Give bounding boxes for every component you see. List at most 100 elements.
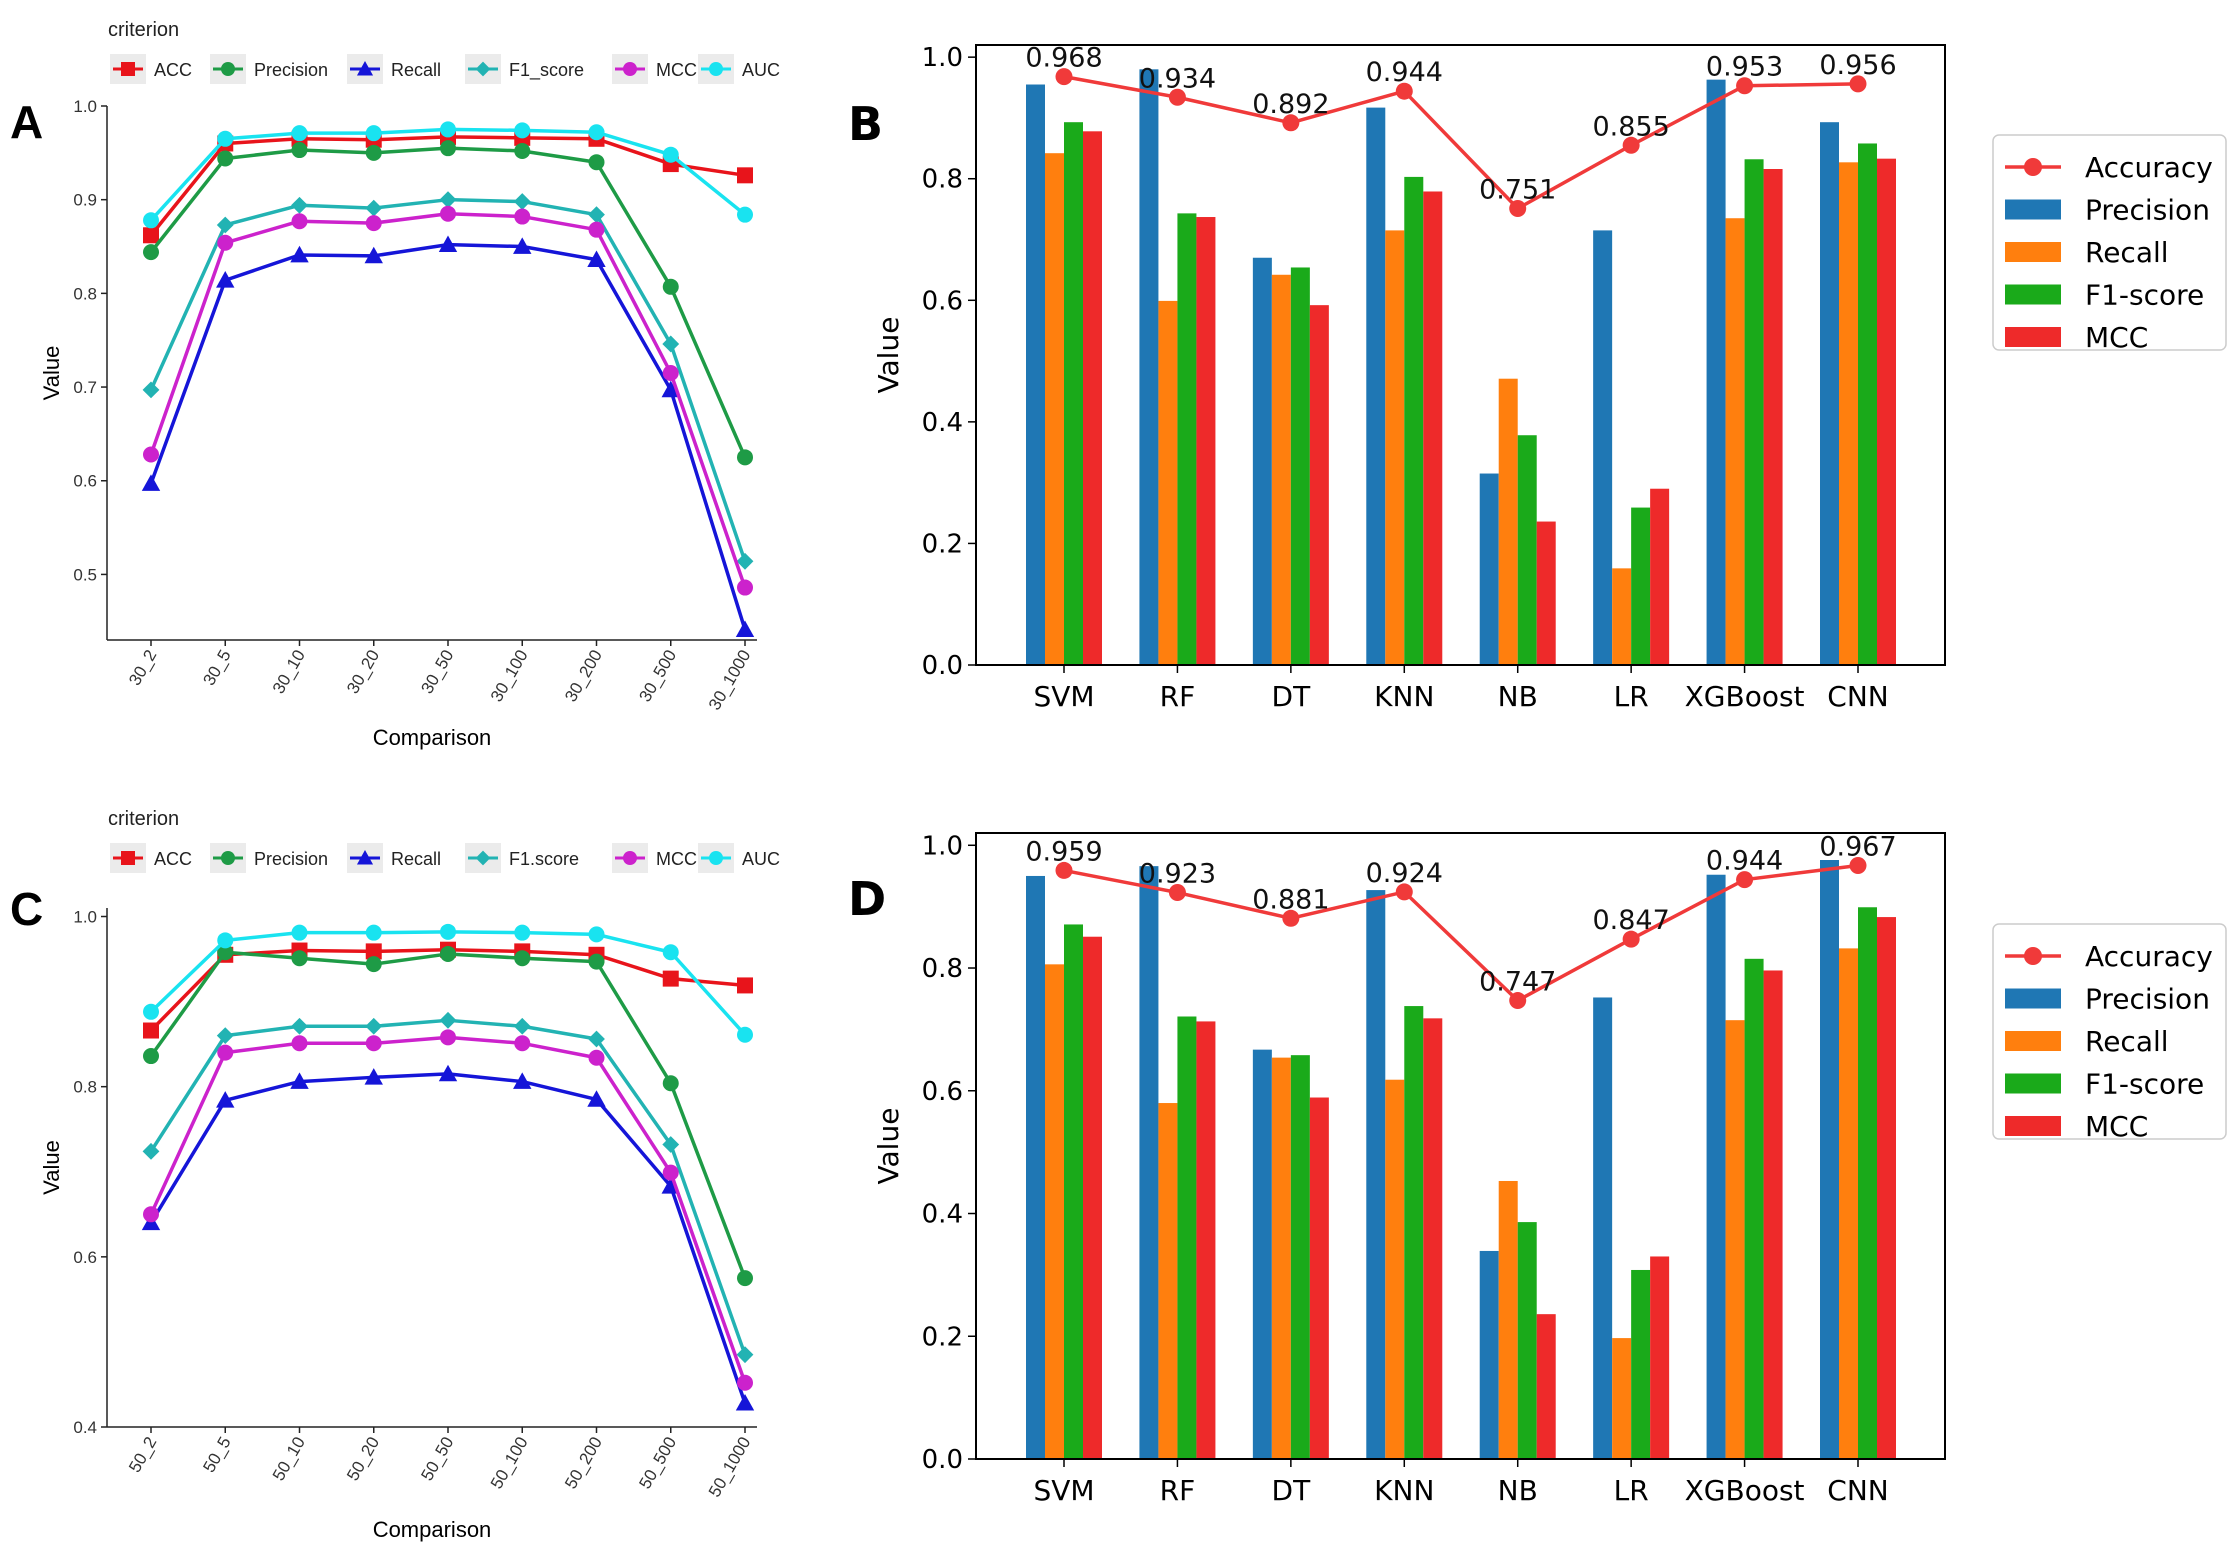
accuracy-line [1063, 74, 1859, 211]
panel-d: D 0.959 0.923 0.881 0.924 0.747 0.847 0.944 0.96… [848, 831, 2227, 1507]
bar-mcc-dt [1309, 1097, 1329, 1459]
accuracy-point-lr [1622, 930, 1640, 948]
bars-f1-score [1064, 122, 1877, 666]
bar-precision-knn [1366, 107, 1386, 665]
series-precision [143, 944, 753, 1287]
legend: ACC Precision Recall F1.score MCC AUC [110, 843, 780, 873]
point-recall-50-50 [438, 1064, 458, 1082]
accuracy-data-label: 0.934 [1139, 63, 1216, 94]
point-auc-50-1000 [737, 1026, 753, 1043]
y-tick-label: 0.5 [73, 565, 97, 584]
bar-f1-score-knn [1404, 176, 1424, 665]
bar-mcc-nb [1536, 1314, 1556, 1459]
series-line-mcc [149, 211, 747, 589]
bar-recall-knn [1385, 230, 1405, 665]
point-recall-50-10 [290, 1072, 309, 1089]
legend-marker-precision [221, 851, 235, 865]
point-precision-30-20 [365, 144, 382, 161]
y-tick-label: 0.8 [73, 1078, 97, 1097]
accuracy-data-label: 0.747 [1479, 967, 1556, 998]
bars-precision [1026, 860, 1839, 1459]
point-recall-50-200 [587, 1090, 606, 1107]
point-mcc-30-100 [514, 208, 531, 225]
series-f1-score [142, 1011, 754, 1364]
legend-item-acc: ACC [110, 843, 192, 873]
legend-key-patch [2005, 242, 2061, 262]
bar-precision-svm [1026, 84, 1045, 665]
accuracy-point-knn [1395, 82, 1413, 100]
y-tick-label: 1.0 [73, 908, 97, 927]
accuracy-point-dt [1282, 909, 1300, 927]
point-mcc-50-2 [143, 1206, 159, 1223]
legend-title: criterion [108, 19, 179, 41]
x-tick-label: 50_100 [487, 1434, 532, 1493]
y-tick-label: 0.9 [73, 191, 97, 210]
bar-precision-lr [1593, 230, 1613, 665]
legend-item-precision: Precision [2005, 194, 2210, 227]
legend-item-acc: ACC [110, 54, 192, 84]
legend-key-patch [2005, 988, 2061, 1009]
bar-mcc-rf [1196, 1021, 1216, 1459]
legend-title: criterion [108, 808, 179, 830]
legend-marker-mcc [623, 851, 637, 865]
bar-mcc-lr [1650, 1256, 1670, 1459]
point-precision-50-500 [662, 1075, 679, 1092]
x-tick-label: 50_1000 [705, 1434, 755, 1501]
x-tick-label: 30_500 [635, 647, 680, 706]
x-tick-label: SVM [1033, 1474, 1094, 1507]
point-f1-score-50-1000 [736, 1346, 754, 1364]
legend-key-patch [2005, 199, 2061, 220]
x-tick-label: 30_100 [487, 647, 532, 706]
legend-label-mcc: MCC [656, 849, 697, 869]
accuracy-data-label: 0.847 [1592, 905, 1669, 936]
plot-frame [975, 44, 1946, 666]
point-recall-30-2 [141, 474, 161, 491]
point-precision-30-50 [440, 140, 456, 157]
legend-item-mcc: MCC [612, 843, 697, 873]
bar-mcc-svm [1083, 936, 1102, 1459]
y-tick-label: 0.0 [922, 651, 963, 681]
bar-f1-score-nb [1517, 1222, 1537, 1459]
point-mcc-30-200 [588, 221, 605, 238]
point-auc-30-5 [217, 130, 234, 147]
point-f1-score-50-5 [216, 1027, 234, 1045]
point-f1-score-30-200 [588, 206, 605, 224]
x-tick-label: 50_10 [269, 1434, 309, 1484]
point-acc-50-2 [143, 1022, 159, 1039]
legend-marker-precision [221, 62, 235, 76]
point-f1-score-30-5 [216, 216, 234, 234]
legend-label-mcc: MCC [2085, 321, 2148, 354]
bars-mcc [1083, 131, 1896, 666]
legend-marker-recall [356, 60, 374, 76]
legend-marker-auc [709, 62, 723, 76]
x-tick-label: 50_50 [417, 1434, 457, 1484]
accuracy-data-label: 0.959 [1025, 836, 1102, 867]
y-tick-label: 0.8 [73, 284, 97, 303]
bar-f1-score-cnn [1858, 143, 1877, 665]
point-acc-30-1000 [737, 167, 753, 184]
x-tick-label: 30_20 [343, 647, 383, 697]
accuracy-data-label: 0.956 [1819, 50, 1896, 81]
bar-f1-score-rf [1177, 1016, 1197, 1459]
point-f1-score-30-50 [439, 191, 457, 209]
y-tick-label: 0.0 [922, 1445, 963, 1475]
point-auc-50-500 [662, 944, 679, 961]
legend-item-recall: Recall [347, 843, 441, 873]
series-auc [143, 923, 753, 1043]
bar-recall-svm [1045, 964, 1064, 1459]
point-precision-50-1000 [737, 1270, 753, 1287]
legend-item-mcc: MCC [2005, 321, 2148, 354]
x-tick-label: 30_5 [199, 647, 234, 689]
point-auc-30-20 [365, 125, 382, 142]
point-mcc-30-10 [291, 213, 308, 230]
point-mcc-50-10 [291, 1035, 308, 1052]
bar-f1-score-dt [1290, 267, 1310, 665]
legend-item-f1-score: F1-score [2005, 279, 2204, 312]
legend-label-accuracy: Accuracy [2085, 940, 2213, 973]
point-auc-30-500 [662, 146, 679, 163]
point-acc-50-1000 [737, 977, 753, 994]
bar-f1-score-cnn [1858, 907, 1877, 1459]
point-f1-score-50-100 [513, 1017, 531, 1035]
legend-label-recall: Recall [2085, 236, 2169, 269]
plot-frame [975, 832, 1946, 1460]
